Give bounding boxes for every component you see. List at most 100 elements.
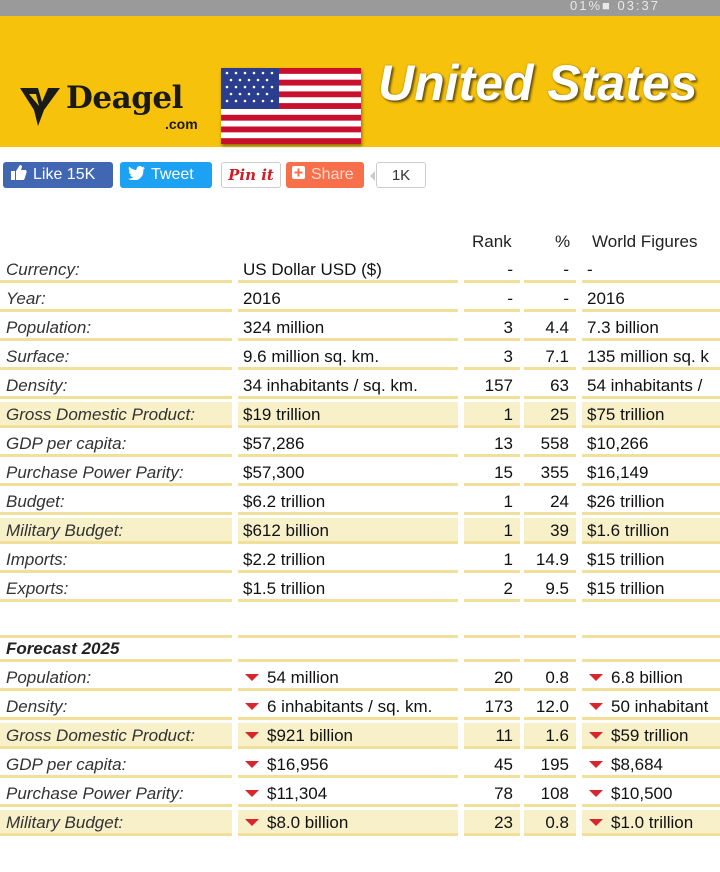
row-world-figure: $10,500 [582,781,720,807]
table-row: Population: 324 million 3 4.4 7.3 billion [0,315,720,344]
row-value: $8.0 billion [238,810,458,836]
status-bar-text: 01%■ 03:37 [569,0,660,13]
row-percent: 355 [524,460,576,486]
row-value: $11,304 [238,781,458,807]
row-value: 2016 [238,286,458,312]
row-percent: 195 [524,752,576,778]
row-world-figure: $1.6 trillion [582,518,720,544]
row-label: Purchase Power Parity: [0,781,232,807]
row-label: Military Budget: [0,518,232,544]
row-value: $921 billion [238,723,458,749]
row-world-figure: $15 trillion [582,547,720,573]
forecast-section: Forecast 2025 Population: 54 million 20 0.8… [0,636,720,839]
row-percent: 9.5 [524,576,576,602]
table-row: Military Budget: $612 billion 1 39 $1.6 tril… [0,518,720,547]
row-label: Budget: [0,489,232,515]
share-count-badge: 1K [370,162,426,188]
facebook-like-button[interactable]: Like 15K [3,162,113,188]
row-rank: 23 [464,810,520,836]
row-value: $1.5 trillion [238,576,458,602]
table-row: Density: 6 inhabitants / sq. km. 173 12.0 50… [0,694,720,723]
row-percent: 108 [524,781,576,807]
decrease-arrow-icon [245,674,259,682]
logo-mark-icon [20,88,60,126]
twitter-bird-icon [128,165,145,185]
tweet-button[interactable]: Tweet [120,162,212,188]
table-row: Purchase Power Parity: $57,300 15 355 $16,14… [0,460,720,489]
social-share-bar: Like 15K Tweet Pin it Share 1K [0,158,720,194]
row-percent: 63 [524,373,576,399]
decrease-arrow-icon [589,674,603,682]
decrease-arrow-icon [245,732,259,740]
row-percent: 25 [524,402,576,428]
row-world-figure: $15 trillion [582,576,720,602]
row-label: Currency: [0,257,232,283]
column-header-percent: % [555,232,571,251]
row-value: 324 million [238,315,458,341]
row-value: $57,300 [238,460,458,486]
pinterest-button[interactable]: Pin it [221,162,281,188]
row-percent: - [524,257,576,283]
share-count: 1K [391,166,411,184]
table-row: Military Budget: $8.0 billion 23 0.8 $1.0 tr… [0,810,720,839]
row-percent: 0.8 [524,665,576,691]
decrease-arrow-icon [245,819,259,827]
row-percent: 12.0 [524,694,576,720]
table-row: Budget: $6.2 trillion 1 24 $26 trillion [0,489,720,518]
row-value: 34 inhabitants / sq. km. [238,373,458,399]
deagel-logo[interactable]: Deagel .com [18,80,208,150]
row-world-figure: $59 trillion [582,723,720,749]
table-row: Gross Domestic Product: $921 billion 11 1.6… [0,723,720,752]
logo-wordmark: Deagel [66,80,183,116]
row-label: Population: [0,665,232,691]
row-label: GDP per capita: [0,752,232,778]
table-row: Gross Domestic Product: $19 trillion 1 25 $7… [0,402,720,431]
row-world-figure: 2016 [582,286,720,312]
row-rank: 1 [464,547,520,573]
forecast-table: Population: 54 million 20 0.8 6.8 billion Den… [0,665,720,839]
row-rank: 11 [464,723,520,749]
row-rank: 3 [464,315,520,341]
row-world-figure: 135 million sq. k [582,344,720,370]
us-flag-icon [221,68,361,144]
table-row: Imports: $2.2 trillion 1 14.9 $15 trillion [0,547,720,576]
row-percent: 14.9 [524,547,576,573]
table-row: Purchase Power Parity: $11,304 78 108 $10,50… [0,781,720,810]
share-label: Share [311,166,354,183]
row-world-figure: - [582,257,720,283]
pin-label: Pin it [228,166,274,184]
row-label: Year: [0,286,232,312]
row-rank: 2 [464,576,520,602]
row-world-figure: $16,149 [582,460,720,486]
row-label: Military Budget: [0,810,232,836]
row-world-figure: $8,684 [582,752,720,778]
row-rank: 3 [464,344,520,370]
row-percent: 1.6 [524,723,576,749]
decrease-arrow-icon [245,790,259,798]
row-rank: 173 [464,694,520,720]
row-world-figure: $26 trillion [582,489,720,515]
column-header-world-figures: World Figures [592,232,698,251]
row-value: $16,956 [238,752,458,778]
row-world-figure: $75 trillion [582,402,720,428]
share-button[interactable]: Share [286,162,364,188]
row-rank: - [464,257,520,283]
row-value: $612 billion [238,518,458,544]
decrease-arrow-icon [589,790,603,798]
row-percent: 4.4 [524,315,576,341]
row-label: Population: [0,315,232,341]
row-rank: 157 [464,373,520,399]
column-header-rank: Rank [472,232,512,251]
decrease-arrow-icon [589,761,603,769]
row-rank: 1 [464,489,520,515]
table-row: Currency: US Dollar USD ($) - - - [0,257,720,286]
row-percent: 7.1 [524,344,576,370]
row-label: Gross Domestic Product: [0,723,232,749]
row-value: 9.6 million sq. km. [238,344,458,370]
row-percent: 24 [524,489,576,515]
row-rank: 15 [464,460,520,486]
row-world-figure: 7.3 billion [582,315,720,341]
table-row: Population: 54 million 20 0.8 6.8 billion [0,665,720,694]
row-value: $2.2 trillion [238,547,458,573]
row-world-figure: 50 inhabitant [582,694,720,720]
